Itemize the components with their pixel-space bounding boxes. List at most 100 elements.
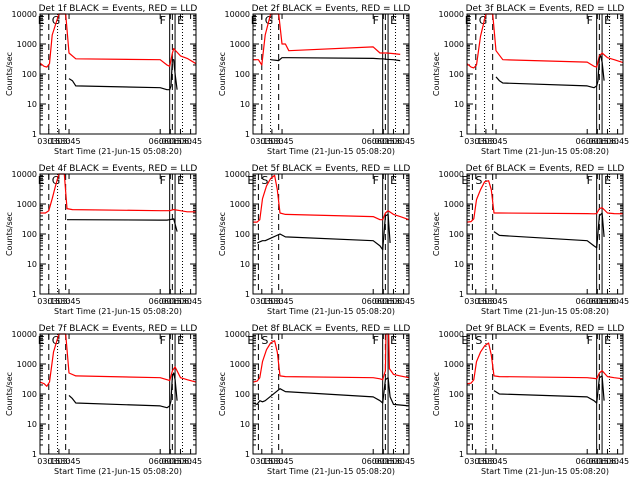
y-axis-label: Counts/sec	[218, 52, 227, 96]
y-tick-label: 1	[32, 450, 37, 459]
plot-frame	[39, 13, 197, 135]
x-tick-label: 06:45	[392, 137, 415, 146]
flag-letter: E	[604, 174, 611, 187]
y-tick-label: 100	[235, 230, 250, 239]
y-tick-label: 10	[454, 420, 464, 429]
series-events-black	[68, 372, 178, 409]
y-tick-label: 100	[449, 390, 464, 399]
x-tick-label: 06:30	[596, 137, 619, 146]
y-tick-label: 1	[459, 290, 464, 299]
flag-letter: F	[160, 14, 166, 27]
y-axis-label: Counts/sec	[218, 372, 227, 416]
panel-det-5: Det 5f BLACK = Events, RED = LLD 1 10 100 10…	[218, 164, 415, 316]
y-tick-label: 1000	[17, 40, 37, 49]
x-tick-label: 06:15	[372, 137, 395, 146]
flag-letter: E	[390, 334, 397, 347]
panel-det-8: Det 8f BLACK = Events, RED = LLD 1 10 100 10…	[218, 324, 415, 476]
y-tick-label: 1	[459, 130, 464, 139]
x-tick-label: 03:45	[271, 137, 294, 146]
y-tick-label: 100	[449, 70, 464, 79]
x-tick-label: 03:45	[271, 457, 294, 466]
series-events-black	[493, 375, 605, 404]
x-tick-label: 03:45	[485, 457, 508, 466]
y-tick-label: 1000	[230, 360, 250, 369]
series-events-black	[495, 55, 605, 89]
series-events-black	[68, 59, 178, 91]
y-tick-label: 1	[245, 130, 250, 139]
x-tick-label: 06:30	[596, 297, 619, 306]
panel-title: Det 6f BLACK = Events, RED = LLD	[466, 164, 625, 174]
x-tick-label: 03:30	[474, 457, 497, 466]
x-tick-label: 06:00	[149, 457, 172, 466]
flag-letter: E	[251, 14, 258, 27]
plot-frame	[252, 333, 410, 455]
flag-letter: E	[177, 174, 184, 187]
x-axis-label: Start Time (21-Jun-15 05:08:20)	[54, 467, 182, 476]
panel-title: Det 5f BLACK = Events, RED = LLD	[252, 164, 411, 174]
y-tick-label: 100	[449, 230, 464, 239]
flag-letter: S	[475, 334, 482, 347]
y-tick-label: 10000	[12, 170, 37, 179]
x-tick-label: 03:15	[464, 457, 487, 466]
y-tick-label: 1000	[17, 360, 37, 369]
x-axis-label: Start Time (21-Jun-15 05:08:20)	[54, 307, 182, 316]
x-tick-label: 06:00	[576, 297, 599, 306]
x-tick-label: 06:45	[179, 457, 202, 466]
x-tick-label: 03:30	[474, 297, 497, 306]
flag-letter: E	[177, 14, 184, 27]
y-tick-label: 1000	[230, 40, 250, 49]
panel-det-6: Det 6f BLACK = Events, RED = LLD 1 10 100 10…	[432, 164, 629, 316]
flag-letter: E	[247, 334, 254, 347]
y-tick-label: 1	[245, 290, 250, 299]
series-events-black	[252, 377, 410, 407]
x-tick-label: 03:45	[485, 137, 508, 146]
x-axis-label: Start Time (21-Jun-15 05:08:20)	[481, 467, 609, 476]
x-tick-label: 06:45	[179, 297, 202, 306]
flag-letter: F	[587, 174, 593, 187]
x-tick-label: 06:00	[576, 137, 599, 146]
plot-frame	[39, 333, 197, 455]
flag-letter: F	[373, 174, 379, 187]
x-tick-label: 03:45	[271, 297, 294, 306]
x-tick-label: 06:15	[159, 297, 182, 306]
series-lld-red	[40, 173, 196, 214]
flag-letter: E	[177, 334, 184, 347]
y-tick-label: 10	[454, 100, 464, 109]
series-lld-red	[39, 13, 197, 68]
panel-title: Det 4f BLACK = Events, RED = LLD	[39, 164, 198, 174]
panel-det-4: Det 4f BLACK = Events, RED = LLD 1 10 100 10…	[5, 164, 202, 316]
panel-det-2: Det 2f BLACK = Events, RED = LLD 1 10 100 10…	[218, 4, 415, 156]
series-lld-red	[252, 333, 410, 383]
x-tick-label: 03:15	[464, 137, 487, 146]
x-tick-label: 03:15	[37, 297, 60, 306]
flag-letter: E	[604, 334, 611, 347]
panel-det-3: Det 3f BLACK = Events, RED = LLD 1 10 100 10…	[432, 4, 629, 156]
flag-letter: G	[479, 14, 488, 27]
x-tick-label: 06:00	[362, 137, 385, 146]
y-tick-label: 100	[22, 390, 37, 399]
plot-frame	[39, 173, 197, 295]
x-tick-label: 03:15	[250, 457, 273, 466]
panel-det-7: Det 7f BLACK = Events, RED = LLD 1 10 100 10…	[5, 324, 202, 476]
y-axis-label: Counts/sec	[432, 212, 441, 256]
y-axis-label: Counts/sec	[432, 372, 441, 416]
x-tick-label: 03:15	[250, 137, 273, 146]
series-lld-red	[466, 180, 624, 223]
plot-frame	[466, 333, 624, 455]
y-axis-label: Counts/sec	[432, 52, 441, 96]
x-tick-label: 03:15	[250, 297, 273, 306]
x-tick-label: 06:00	[149, 297, 172, 306]
x-tick-label: 06:00	[362, 457, 385, 466]
x-tick-label: 06:30	[169, 137, 192, 146]
x-axis-label: Start Time (21-Jun-15 05:08:20)	[54, 147, 182, 156]
x-tick-label: 06:15	[372, 457, 395, 466]
x-tick-label: 03:30	[47, 457, 70, 466]
series-events-black	[493, 212, 605, 249]
y-tick-label: 10000	[439, 10, 464, 19]
y-tick-label: 100	[235, 70, 250, 79]
x-tick-label: 06:45	[606, 137, 629, 146]
y-axis-label: Counts/sec	[5, 212, 14, 256]
y-tick-label: 10000	[12, 330, 37, 339]
series-lld-red	[253, 13, 401, 66]
